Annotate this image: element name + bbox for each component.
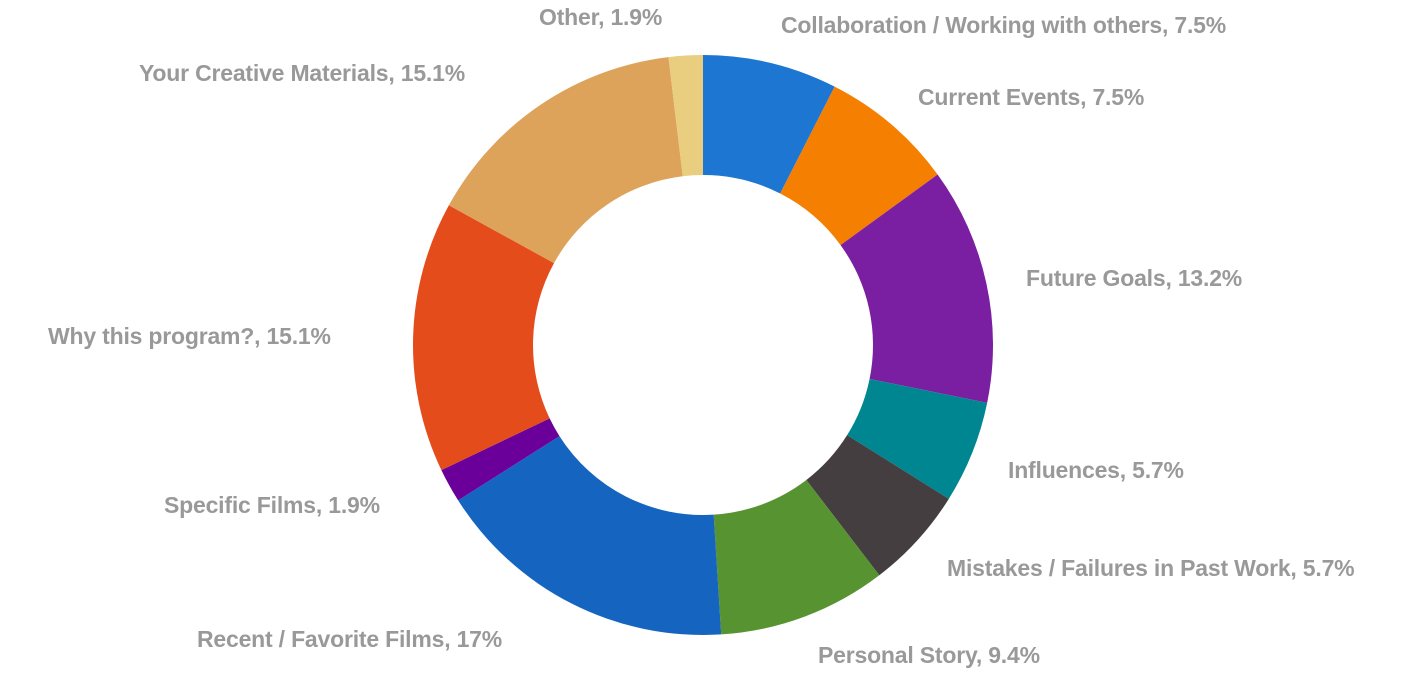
slice-label: Other, 1.9% [539,4,663,30]
slice-label: Current Events, 7.5% [918,84,1145,110]
slice-collaboration-working-with-others [703,55,835,194]
slice-other [668,55,703,177]
slice-label: Collaboration / Working with others, 7.5… [781,12,1227,38]
slice-recent-favorite-films [458,436,722,635]
slice-influences [847,378,988,499]
slice-personal-story [713,479,880,635]
slice-future-goals [840,174,993,403]
slice-label: Future Goals, 13.2% [1026,265,1243,291]
slice-label: Your Creative Materials, 15.1% [139,60,465,86]
slice-mistakes-failures-in-past-work [806,435,949,576]
slice-specific-films [441,418,560,501]
slice-label: Why this program?, 15.1% [48,323,331,349]
slice-label: Influences, 5.7% [1008,457,1184,483]
slice-label: Specific Films, 1.9% [164,492,380,518]
slice-label: Recent / Favorite Films, 17% [197,626,503,652]
slice-label: Personal Story, 9.4% [818,642,1040,668]
slice-why-this-program [413,205,555,471]
slice-label: Mistakes / Failures in Past Work, 5.7% [947,555,1355,581]
slice-your-creative-materials [448,57,683,264]
slice-current-events [780,86,938,246]
